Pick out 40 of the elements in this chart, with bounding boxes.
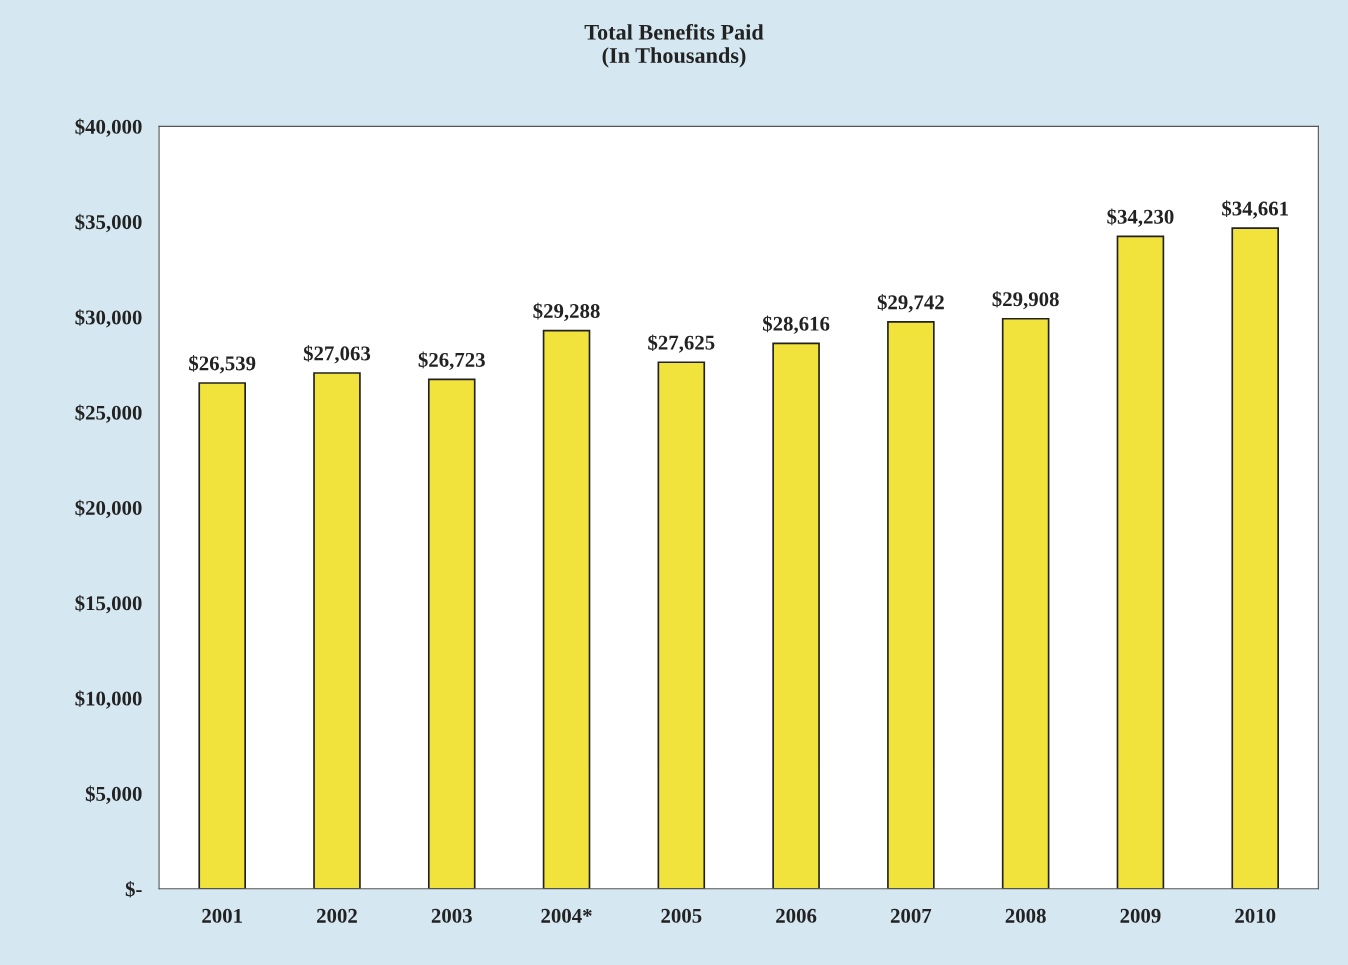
x-tick-label: 2005: [661, 908, 702, 923]
data-label: $29,908: [992, 290, 1059, 310]
bar: [657, 361, 706, 889]
x-tick-label: 2010: [1235, 908, 1276, 923]
y-tick-label: $25,000: [75, 404, 142, 423]
data-label: $29,288: [533, 302, 600, 322]
data-label: $27,063: [303, 345, 371, 364]
bar: [542, 329, 591, 889]
data-label: $28,616: [762, 315, 830, 334]
y-tick-label: $20,000: [75, 499, 142, 519]
x-tick-label: 2006: [776, 908, 817, 923]
y-tick-label: $10,000: [75, 690, 142, 709]
chart-title: Total Benefits Paid (In Thousands): [584, 23, 764, 68]
data-label: $34,661: [1222, 200, 1288, 219]
y-tick-label: $35,000: [75, 213, 142, 233]
x-tick-label: 2002: [317, 908, 357, 923]
data-label: $29,742: [877, 294, 944, 313]
y-tick-label: $5,000: [85, 785, 142, 804]
data-label: $34,230: [1107, 208, 1174, 227]
bar: [427, 378, 476, 889]
y-tick-label: $-: [125, 880, 142, 898]
bar: [198, 382, 246, 889]
x-tick-label: 2008: [1005, 908, 1046, 923]
data-label: $27,625: [648, 334, 715, 353]
bar: [1116, 235, 1165, 889]
bar: [1001, 317, 1050, 889]
data-label: $26,539: [189, 355, 256, 374]
y-tick-label: $30,000: [75, 309, 142, 328]
bar: [772, 342, 820, 889]
bar: [313, 372, 361, 889]
x-tick-label: 2001: [202, 908, 242, 923]
bar: [887, 321, 935, 889]
x-tick-label: 2004*: [541, 908, 592, 923]
x-tick-label: 2007: [890, 908, 932, 923]
bar: [1231, 227, 1280, 889]
data-label: $26,723: [418, 351, 485, 370]
y-tick-label: $40,000: [75, 118, 142, 137]
x-tick-label: 2009: [1120, 908, 1161, 923]
x-tick-label: 2003: [431, 908, 472, 923]
y-tick-label: $15,000: [75, 595, 142, 614]
